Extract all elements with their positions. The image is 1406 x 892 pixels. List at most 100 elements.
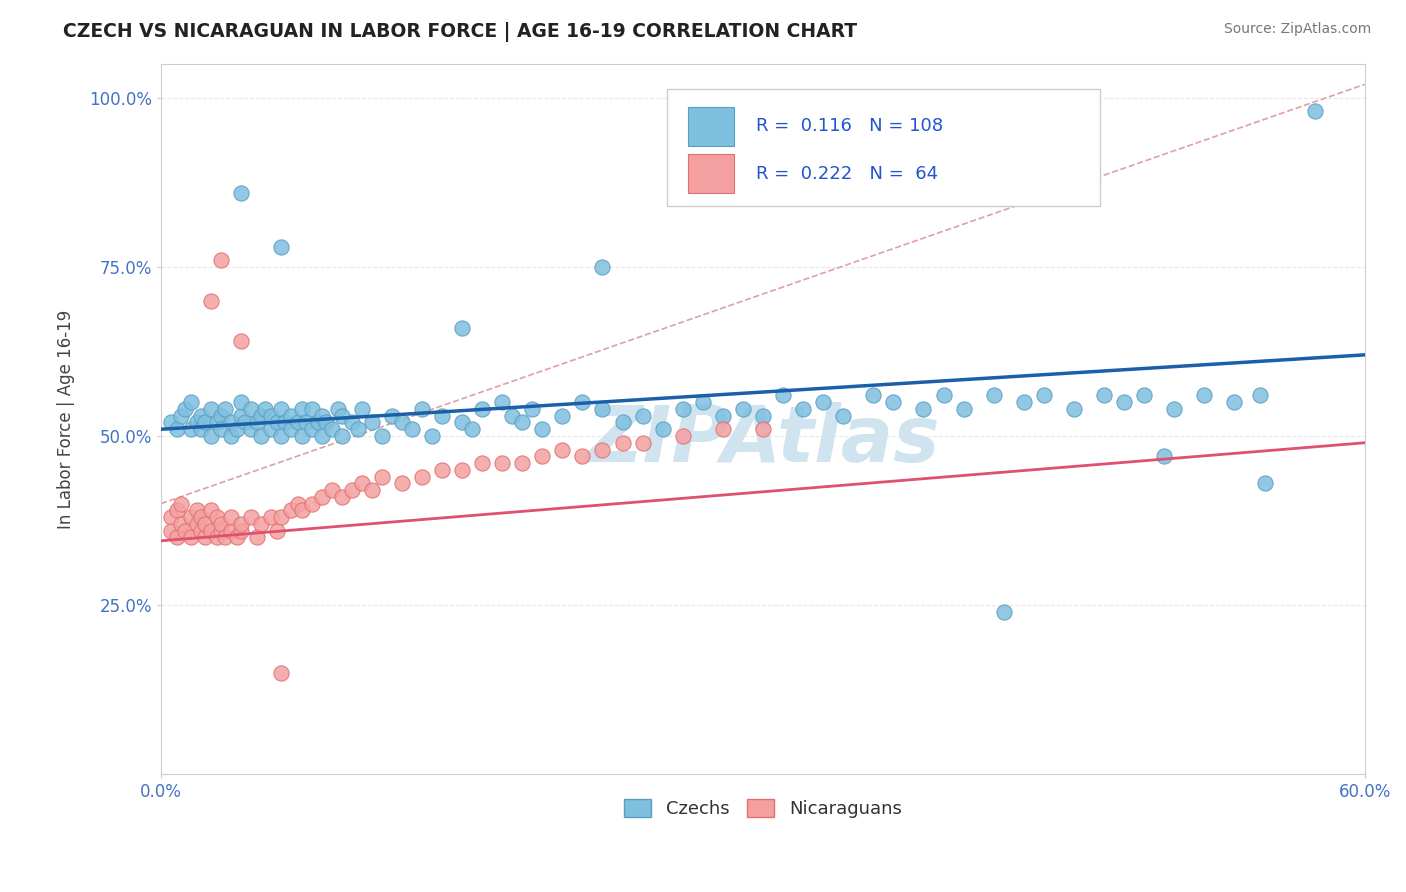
Point [1063, 401, 1085, 416]
Point [731, 401, 754, 416]
Point [1092, 388, 1115, 402]
Point [254, 401, 277, 416]
Point [591, 260, 613, 274]
Point [250, 409, 273, 423]
Point [301, 422, 323, 436]
Point [531, 450, 554, 464]
Point [501, 409, 523, 423]
Point [231, 524, 253, 538]
Point [287, 497, 309, 511]
Point [207, 416, 229, 430]
Point [882, 395, 904, 409]
Point [430, 409, 453, 423]
Point [1163, 401, 1185, 416]
Point [510, 456, 533, 470]
Point [231, 516, 253, 531]
Point [221, 510, 243, 524]
Point [420, 429, 443, 443]
Point [160, 524, 183, 538]
Point [207, 510, 229, 524]
Bar [689, 154, 734, 194]
Point [952, 401, 974, 416]
Point [290, 429, 312, 443]
Point [221, 416, 243, 430]
Point [1112, 395, 1135, 409]
Point [180, 510, 202, 524]
Point [194, 531, 217, 545]
Point [792, 401, 814, 416]
Point [772, 388, 794, 402]
Text: R =  0.116   N = 108: R = 0.116 N = 108 [756, 117, 943, 136]
Point [200, 524, 222, 538]
Point [391, 476, 413, 491]
Text: R =  0.222   N =  64: R = 0.222 N = 64 [756, 165, 938, 183]
Text: Source: ZipAtlas.com: Source: ZipAtlas.com [1223, 22, 1371, 37]
Point [207, 531, 229, 545]
Point [190, 524, 212, 538]
Point [401, 422, 423, 436]
Point [461, 422, 484, 436]
Point [260, 422, 283, 436]
Point [186, 503, 208, 517]
Point [180, 422, 202, 436]
Point [200, 429, 222, 443]
Point [160, 510, 183, 524]
Point [571, 450, 593, 464]
Point [214, 401, 236, 416]
Point [862, 388, 884, 402]
Point [315, 416, 337, 430]
Point [274, 416, 297, 430]
Point [221, 429, 243, 443]
Point [260, 510, 283, 524]
Point [340, 483, 363, 497]
Point [591, 442, 613, 457]
Point [321, 483, 343, 497]
Point [190, 510, 212, 524]
Point [326, 401, 349, 416]
Point [1303, 104, 1326, 119]
Point [330, 490, 353, 504]
Point [170, 497, 193, 511]
Point [1032, 388, 1054, 402]
Point [166, 503, 188, 517]
Point [346, 422, 368, 436]
Point [932, 388, 955, 402]
Point [226, 422, 249, 436]
Point [411, 469, 433, 483]
Point [200, 503, 222, 517]
Point [290, 401, 312, 416]
Point [411, 401, 433, 416]
Point [246, 531, 269, 545]
Point [231, 395, 253, 409]
Point [270, 510, 292, 524]
Point [1223, 395, 1246, 409]
Point [471, 456, 494, 470]
Point [166, 422, 188, 436]
Point [190, 422, 212, 436]
Point [231, 186, 253, 200]
Point [174, 524, 197, 538]
Point [240, 510, 263, 524]
Point [194, 516, 217, 531]
Text: ZIPAtlas: ZIPAtlas [586, 402, 939, 478]
Point [1012, 395, 1035, 409]
Point [180, 395, 202, 409]
Point [166, 531, 188, 545]
Point [711, 422, 734, 436]
Point [531, 422, 554, 436]
Point [1194, 388, 1216, 402]
Point [832, 409, 855, 423]
Point [280, 422, 302, 436]
Point [214, 531, 236, 545]
Point [301, 497, 323, 511]
Point [270, 429, 292, 443]
Point [200, 293, 222, 308]
Point [672, 401, 695, 416]
Point [287, 416, 309, 430]
Point [752, 422, 775, 436]
Point [240, 401, 263, 416]
Point [280, 409, 302, 423]
Point [451, 320, 474, 334]
Point [321, 422, 343, 436]
Point [430, 463, 453, 477]
